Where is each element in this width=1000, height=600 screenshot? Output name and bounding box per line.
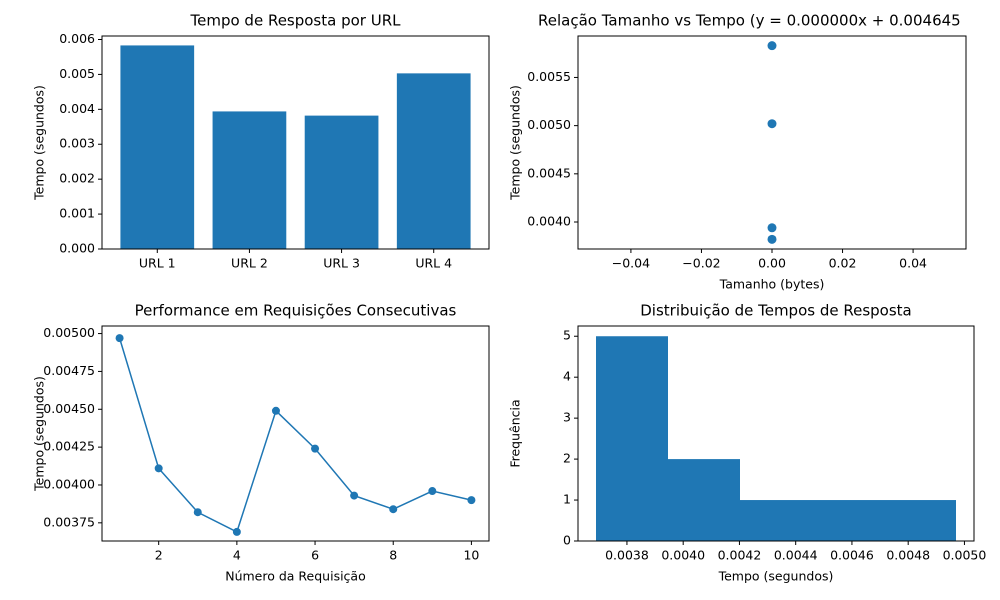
line-point xyxy=(389,505,398,514)
bar xyxy=(396,73,471,249)
y-tick-label: 0.00425 xyxy=(43,439,95,454)
axes-frame xyxy=(101,325,490,542)
bar xyxy=(120,45,195,249)
y-tick-label: 0.00500 xyxy=(43,325,95,340)
y-tick-label: 0.002 xyxy=(59,171,95,186)
line-point xyxy=(154,464,163,473)
histogram-bar xyxy=(596,336,668,541)
axes-frame xyxy=(101,35,490,250)
axes-frame xyxy=(577,325,975,542)
scatter-point xyxy=(767,119,777,129)
x-tick-label: 0.0050 xyxy=(943,548,987,563)
y-axis-label: Tempo (segundos) xyxy=(508,85,523,201)
y-tick-label: 2 xyxy=(563,451,571,466)
x-axis-label: Tempo (segundos) xyxy=(718,569,834,584)
chart-title: Performance em Requisições Consecutivas xyxy=(135,302,457,320)
y-tick-label: 0.00475 xyxy=(43,363,95,378)
x-tick-label: URL 2 xyxy=(231,256,268,271)
line-point xyxy=(115,334,124,343)
line-point xyxy=(467,496,476,505)
bar xyxy=(304,115,379,249)
y-tick-label: 0.001 xyxy=(59,206,95,221)
chart-title: Distribuição de Tempos de Resposta xyxy=(640,302,911,320)
x-tick-label: 0.02 xyxy=(829,256,857,271)
y-tick-label: 0.0045 xyxy=(527,165,571,180)
y-tick-label: 0.006 xyxy=(59,31,95,46)
x-tick-label: URL 4 xyxy=(415,256,452,271)
x-tick-label: 4 xyxy=(233,548,241,563)
line-point xyxy=(428,487,437,496)
bar xyxy=(212,111,287,250)
x-axis-label: Número da Requisição xyxy=(225,569,366,584)
y-tick-label: 0.0055 xyxy=(527,69,571,84)
histogram-bar xyxy=(884,500,956,541)
x-tick-label: 0.0040 xyxy=(661,548,705,563)
x-tick-label: 0.0042 xyxy=(718,548,762,563)
x-tick-label: 0.0048 xyxy=(886,548,930,563)
y-tick-label: 1 xyxy=(563,492,571,507)
x-tick-label: −0.02 xyxy=(682,256,720,271)
y-tick-label: 0.000 xyxy=(59,241,95,256)
y-tick-label: 0.0040 xyxy=(527,214,571,229)
x-tick-label: URL 3 xyxy=(323,256,360,271)
y-tick-label: 0.005 xyxy=(59,66,95,81)
histogram-bar xyxy=(668,459,740,541)
y-tick-label: 3 xyxy=(563,410,571,425)
x-axis-label: Tamanho (bytes) xyxy=(719,277,825,292)
x-tick-label: −0.04 xyxy=(612,256,650,271)
y-tick-label: 0.00450 xyxy=(43,401,95,416)
scatter-point xyxy=(767,41,777,51)
x-tick-label: 10 xyxy=(463,548,479,563)
chart-title: Relação Tamanho vs Tempo (y = 0.000000x … xyxy=(538,12,961,30)
axes-frame xyxy=(577,35,967,250)
y-axis-label: Frequência xyxy=(508,399,523,467)
histogram-bar xyxy=(740,500,812,541)
line-point xyxy=(232,527,241,536)
y-tick-label: 0.00375 xyxy=(43,514,95,529)
y-tick-label: 0 xyxy=(563,533,571,548)
line-point xyxy=(193,508,202,517)
x-tick-label: URL 1 xyxy=(139,256,176,271)
y-tick-label: 0.004 xyxy=(59,101,95,116)
x-tick-label: 0.0038 xyxy=(605,548,649,563)
x-tick-label: 0.04 xyxy=(899,256,927,271)
y-tick-label: 0.0050 xyxy=(527,117,571,132)
y-tick-label: 0.00400 xyxy=(43,476,95,491)
x-tick-label: 0.0046 xyxy=(830,548,874,563)
x-tick-label: 8 xyxy=(389,548,397,563)
scatter-point xyxy=(767,234,777,244)
scatter-point xyxy=(767,223,777,233)
line-point xyxy=(271,406,280,415)
x-tick-label: 6 xyxy=(311,548,319,563)
line-series xyxy=(118,337,472,533)
y-axis-label: Tempo (segundos) xyxy=(32,85,47,201)
y-axis-label: Tempo (segundos) xyxy=(32,376,47,492)
x-tick-label: 0.0044 xyxy=(774,548,818,563)
x-tick-label: 0.00 xyxy=(758,256,786,271)
line-point xyxy=(311,444,320,453)
y-tick-label: 4 xyxy=(563,369,571,384)
histogram-bar xyxy=(812,500,884,541)
line-point xyxy=(350,491,359,500)
y-tick-label: 0.003 xyxy=(59,136,95,151)
y-tick-label: 5 xyxy=(563,328,571,343)
x-tick-label: 2 xyxy=(155,548,163,563)
chart-title: Tempo de Resposta por URL xyxy=(190,12,402,30)
